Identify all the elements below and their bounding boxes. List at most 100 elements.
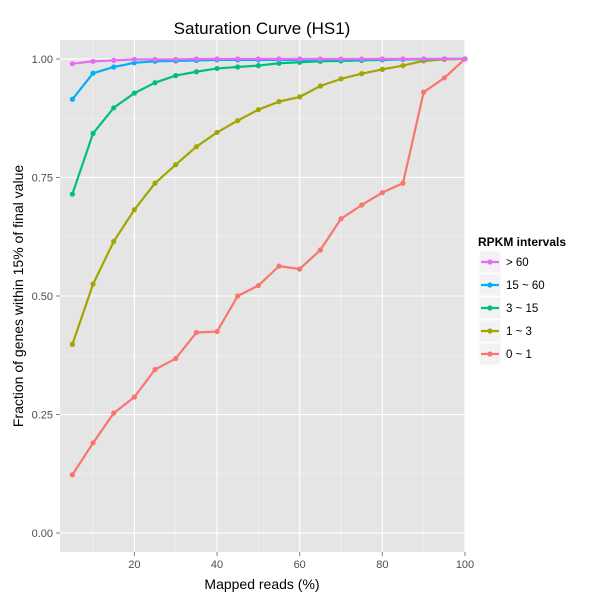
data-point [317, 56, 323, 62]
data-point [193, 69, 199, 75]
y-tick-label: 1.00 [32, 54, 53, 66]
data-point [193, 144, 199, 150]
data-point [214, 129, 220, 136]
x-tick-label: 40 [211, 559, 223, 571]
data-point [152, 56, 158, 63]
data-point [152, 366, 158, 373]
data-point [400, 56, 406, 62]
data-point [338, 56, 344, 62]
legend-key-point [487, 351, 493, 357]
legend-key-point [487, 282, 493, 288]
x-tick-label: 80 [376, 559, 388, 571]
y-axis-title: Fraction of genes within 15% of final va… [10, 165, 26, 427]
data-point [462, 56, 468, 62]
data-point [69, 341, 75, 347]
data-point [173, 355, 179, 362]
data-point [69, 61, 75, 67]
data-point [421, 89, 427, 95]
data-point [90, 70, 96, 76]
legend-label: 1 ~ 3 [506, 326, 532, 338]
data-point [173, 72, 179, 79]
data-point [131, 394, 137, 400]
legend-label: 15 ~ 60 [506, 280, 545, 292]
data-point [90, 281, 96, 287]
data-point [317, 83, 323, 89]
x-tick-label: 20 [128, 559, 140, 571]
legend-title: RPKM intervals [478, 235, 566, 249]
data-point [421, 56, 427, 62]
data-point [441, 56, 447, 62]
data-point [276, 56, 282, 62]
data-point [214, 56, 220, 62]
data-point [235, 64, 241, 70]
data-point [193, 56, 199, 62]
series-0-1 [69, 56, 468, 478]
legend-key-point [487, 305, 493, 311]
data-point [338, 76, 344, 82]
data-point [276, 263, 282, 269]
data-point [276, 99, 282, 105]
data-point [173, 56, 179, 63]
chart-title: Saturation Curve (HS1) [174, 19, 351, 38]
data-point [69, 96, 75, 102]
data-point [173, 162, 179, 168]
data-point [255, 63, 261, 69]
data-point [255, 107, 261, 113]
x-axis-title: Mapped reads (%) [204, 576, 319, 592]
data-point [359, 202, 365, 208]
data-point [400, 180, 406, 186]
data-point [152, 180, 158, 186]
data-point [297, 266, 303, 272]
data-point [379, 190, 385, 196]
data-point [111, 64, 117, 70]
y-tick-label: 0.00 [32, 528, 53, 540]
legend-key-point [487, 328, 493, 334]
legend-item: 3 ~ 15 [478, 296, 538, 320]
axis-ticks: 20 40 60 80 100 0.00 0.25 0.50 0.75 1.00 [32, 54, 475, 571]
x-tick-label: 100 [456, 559, 474, 571]
data-point [131, 56, 137, 63]
data-point [379, 66, 385, 72]
legend-item: > 60 [478, 250, 529, 274]
legend-item: 1 ~ 3 [478, 319, 532, 343]
y-tick-label: 0.75 [32, 172, 53, 184]
data-point [235, 117, 241, 124]
y-tick-label: 0.50 [32, 291, 53, 303]
data-point [255, 282, 261, 289]
data-point [317, 247, 323, 253]
data-point [131, 90, 137, 96]
data-point [400, 63, 406, 69]
series-line [71, 57, 466, 345]
series-line [71, 58, 466, 476]
data-point [214, 65, 220, 72]
legend-key-point [487, 259, 493, 265]
data-point [255, 56, 261, 62]
data-point [441, 75, 447, 81]
data-point [90, 58, 96, 64]
data-point [69, 191, 75, 197]
legend-label: 0 ~ 1 [506, 349, 532, 361]
data-point [214, 328, 220, 335]
legend-item: 0 ~ 1 [478, 342, 532, 366]
data-point [152, 80, 158, 86]
data-point [359, 56, 365, 62]
data-point [193, 329, 199, 336]
data-point [235, 56, 241, 62]
x-tick-label: 60 [294, 559, 306, 571]
data-point [69, 472, 75, 478]
data-point [111, 105, 117, 111]
series-60 [69, 56, 468, 67]
data-point [131, 207, 137, 213]
legend-item: 15 ~ 60 [478, 273, 545, 297]
data-point [359, 71, 365, 77]
data-point [297, 94, 303, 100]
data-point [379, 56, 385, 62]
data-point [338, 216, 344, 222]
data-point [111, 57, 117, 63]
data-point [235, 293, 241, 299]
data-point [111, 410, 117, 416]
series-line [72, 57, 465, 65]
legend-label: > 60 [506, 257, 529, 269]
legend-label: 3 ~ 15 [506, 303, 538, 315]
